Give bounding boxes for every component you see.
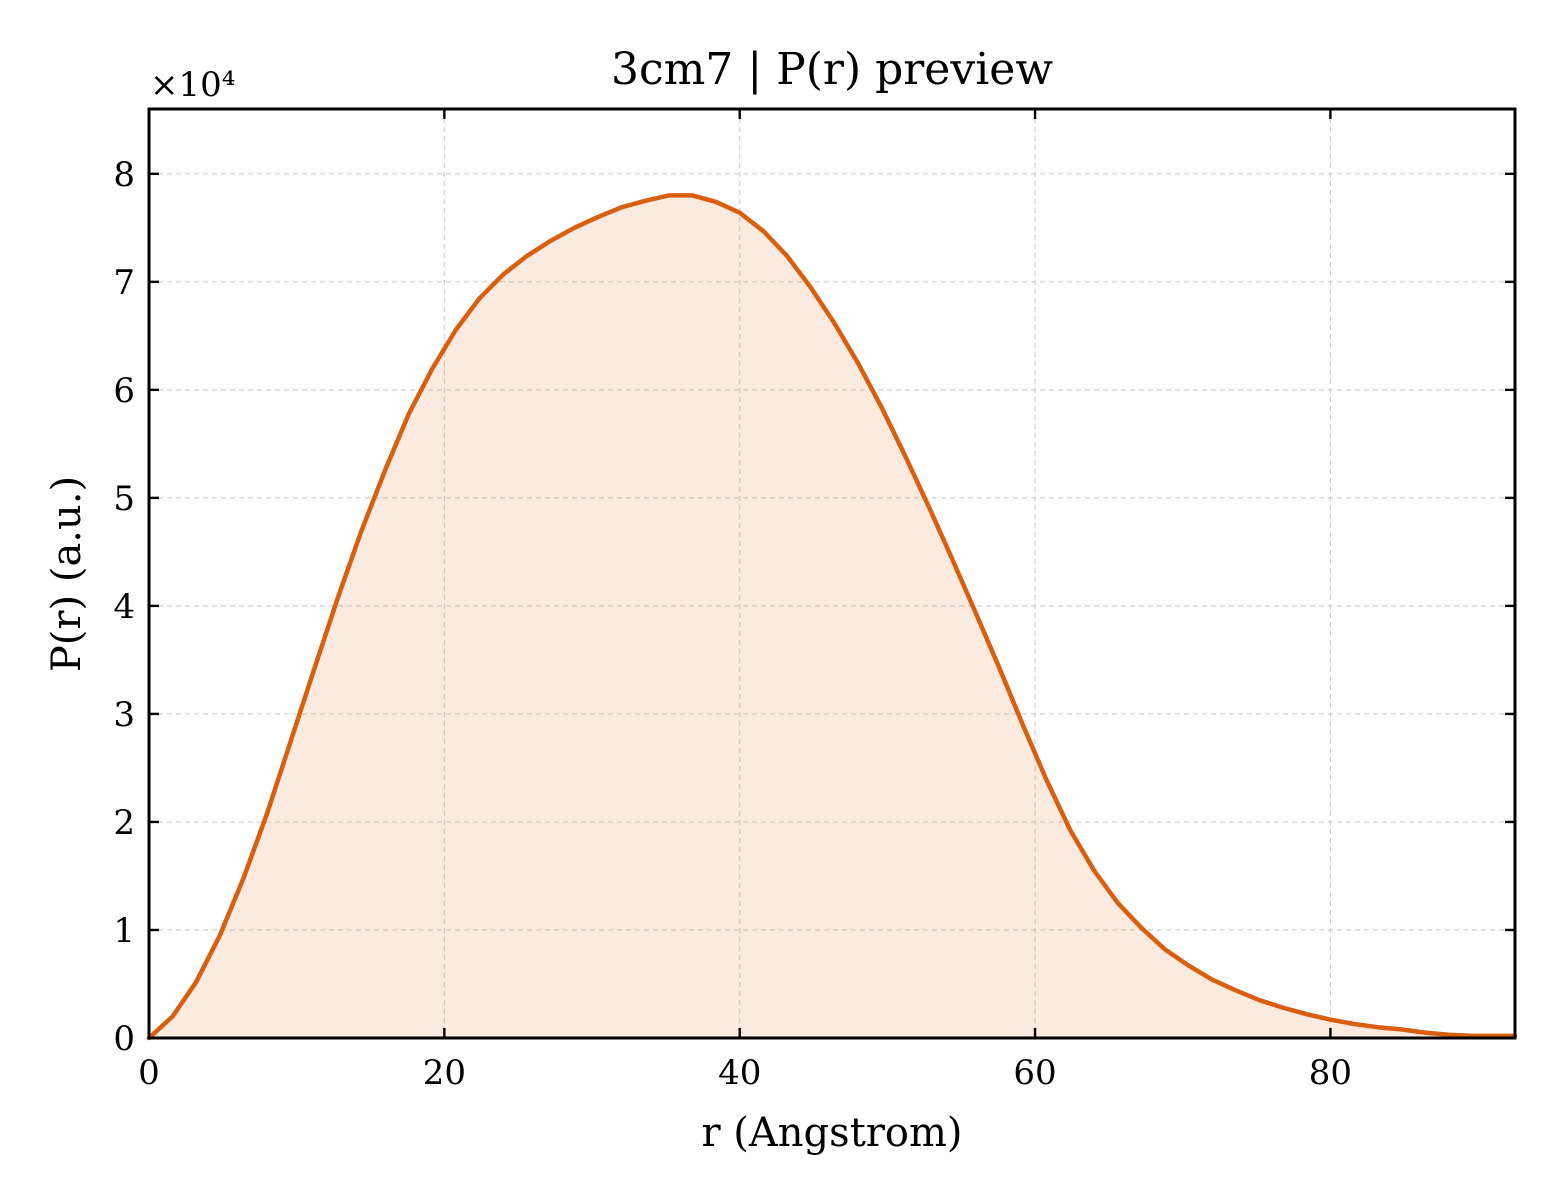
- series-line: [146, 193, 1518, 1041]
- y-tick-label: 6: [113, 371, 135, 411]
- y-tick-label: 7: [113, 263, 135, 303]
- x-tick-label: 40: [718, 1053, 761, 1093]
- chart-title: 3cm7 | P(r) preview: [611, 44, 1053, 95]
- x-tick-label: 60: [1013, 1053, 1056, 1093]
- plot-frame: [147, 107, 1517, 1040]
- y-tick-label: 5: [113, 479, 135, 519]
- y-tick-label: 0: [113, 1019, 135, 1059]
- x-tick-label: 20: [423, 1053, 466, 1093]
- x-tick-label: 0: [138, 1053, 160, 1093]
- series-area: [149, 195, 1515, 1039]
- x-tick-label: 80: [1309, 1053, 1352, 1093]
- x-axis-label: r (Angstrom): [701, 1110, 962, 1156]
- y-multiplier-label: ×10⁴: [150, 65, 235, 105]
- y-tick-label: 4: [113, 587, 135, 627]
- y-tick-label: 2: [113, 803, 135, 843]
- y-tick-label: 3: [113, 695, 135, 735]
- plot-area: [146, 193, 1518, 1041]
- y-tick-label: 8: [113, 155, 135, 195]
- y-axis-label: P(r) (a.u.): [44, 476, 90, 672]
- y-tick-label: 1: [113, 911, 135, 951]
- axis-ticks: 0 20 40 60 80 0 1 2 3 4 5 6 7 8: [113, 109, 1515, 1093]
